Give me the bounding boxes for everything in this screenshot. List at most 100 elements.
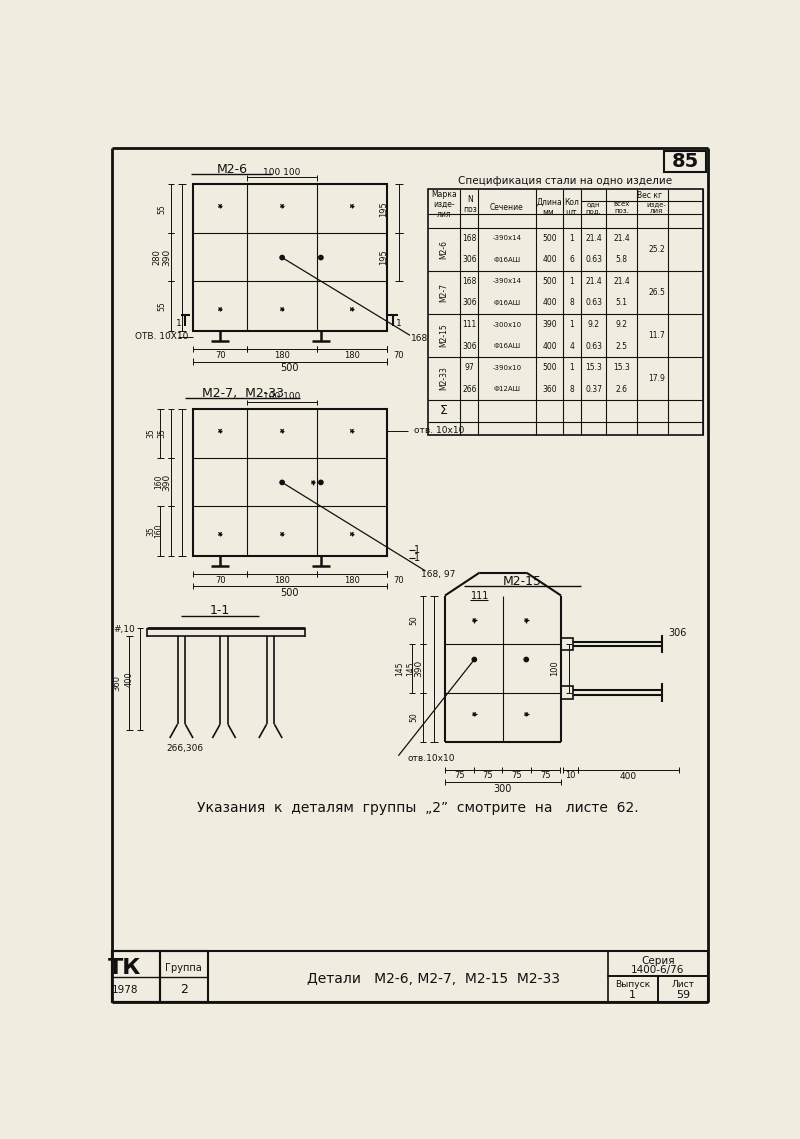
Text: 111: 111: [462, 320, 477, 329]
Text: М2-7: М2-7: [440, 282, 449, 302]
Text: Спецификация стали на одно изделие: Спецификация стали на одно изделие: [458, 177, 672, 187]
Text: 6: 6: [570, 255, 574, 264]
Text: 75: 75: [540, 771, 550, 780]
Text: Выпуск: Выпуск: [615, 980, 650, 989]
Text: Ф16АШ: Ф16АШ: [494, 257, 521, 263]
Text: 400: 400: [620, 771, 637, 780]
Bar: [428, 189, 703, 435]
Text: 168: 168: [462, 277, 477, 286]
Text: одн
под.: одн под.: [586, 200, 602, 214]
Text: 390: 390: [162, 249, 171, 267]
Text: изде-
лия: изде- лия: [646, 200, 666, 214]
Text: 100: 100: [550, 661, 559, 677]
Circle shape: [524, 657, 529, 662]
Text: 195: 195: [379, 249, 388, 265]
Text: 145: 145: [395, 661, 405, 675]
Text: 4: 4: [570, 342, 574, 351]
Text: 1: 1: [396, 319, 402, 328]
Text: 306: 306: [462, 342, 477, 351]
Text: 21.4: 21.4: [586, 233, 602, 243]
Text: 280: 280: [153, 249, 162, 265]
Text: 306: 306: [462, 298, 477, 308]
Text: Детали   М2-6, М2-7,  М2-15  М2-33: Детали М2-6, М2-7, М2-15 М2-33: [306, 972, 560, 986]
Text: 35: 35: [158, 428, 166, 439]
Text: 0.63: 0.63: [585, 342, 602, 351]
Text: 390: 390: [414, 661, 423, 678]
Text: 35: 35: [146, 526, 156, 535]
Text: 5.8: 5.8: [615, 255, 627, 264]
Text: 160: 160: [154, 475, 163, 490]
Text: 195: 195: [379, 200, 388, 216]
Text: Серия: Серия: [641, 956, 675, 966]
Circle shape: [318, 255, 323, 260]
Circle shape: [280, 481, 284, 484]
Text: 1: 1: [570, 363, 574, 372]
Text: 75: 75: [482, 771, 493, 780]
Text: 1978: 1978: [111, 985, 138, 994]
Bar: [608, 976, 658, 1002]
Text: М2-33: М2-33: [440, 367, 449, 391]
Bar: [658, 976, 708, 1002]
Text: 9.2: 9.2: [615, 320, 627, 329]
Text: Σ: Σ: [440, 404, 448, 417]
Text: -390х14: -390х14: [492, 278, 522, 285]
Text: 266,306: 266,306: [166, 744, 204, 753]
Text: -390х14: -390х14: [492, 236, 522, 241]
Text: #,10: #,10: [113, 625, 135, 634]
Text: 180: 180: [274, 351, 290, 360]
Text: 70: 70: [393, 575, 404, 584]
Text: 5.1: 5.1: [615, 298, 627, 308]
Text: 75: 75: [511, 771, 522, 780]
Text: 97: 97: [465, 363, 474, 372]
Bar: [193, 409, 386, 556]
Text: отв.10х10: отв.10х10: [407, 754, 454, 763]
Text: 1: 1: [629, 990, 636, 1000]
Bar: [561, 687, 573, 699]
Text: 1-1: 1-1: [210, 605, 230, 617]
Text: 50: 50: [410, 615, 418, 624]
Bar: [664, 150, 706, 172]
Text: Ф12АШ: Ф12АШ: [494, 386, 520, 392]
Text: 15.3: 15.3: [613, 363, 630, 372]
Text: 85: 85: [671, 151, 698, 171]
Text: 17.9: 17.9: [648, 374, 665, 383]
Text: 400: 400: [542, 255, 557, 264]
Circle shape: [280, 255, 284, 260]
Text: 300: 300: [494, 784, 512, 794]
Text: 2.6: 2.6: [615, 385, 627, 394]
Text: 168: 168: [462, 233, 477, 243]
Text: 1: 1: [570, 277, 574, 286]
Text: 9.2: 9.2: [588, 320, 600, 329]
Text: 75: 75: [454, 771, 465, 780]
Text: 111: 111: [470, 591, 489, 600]
Text: 1: 1: [570, 233, 574, 243]
Text: 360: 360: [113, 675, 122, 691]
Text: 8: 8: [570, 298, 574, 308]
Text: всех
поз.: всех поз.: [614, 200, 630, 214]
Text: 0.63: 0.63: [585, 255, 602, 264]
Text: 500: 500: [542, 277, 557, 286]
Text: 400: 400: [542, 298, 557, 308]
Text: 180: 180: [344, 575, 360, 584]
Text: 21.4: 21.4: [586, 277, 602, 286]
Text: Длина
мм.: Длина мм.: [537, 198, 562, 218]
Text: Группа: Группа: [166, 964, 202, 974]
Text: 168: 168: [410, 334, 428, 343]
Text: 180: 180: [344, 351, 360, 360]
Text: 2.5: 2.5: [615, 342, 627, 351]
Text: 1: 1: [414, 552, 420, 563]
Text: 1: 1: [176, 319, 182, 328]
Text: 11.7: 11.7: [648, 330, 665, 339]
Circle shape: [472, 657, 477, 662]
Text: 390: 390: [542, 320, 557, 329]
Text: 1400-6/76: 1400-6/76: [631, 965, 685, 975]
Text: 55: 55: [158, 204, 166, 213]
Text: 306: 306: [668, 628, 686, 638]
Bar: [608, 951, 708, 976]
Text: ТК: ТК: [108, 958, 142, 978]
Text: 168, 97: 168, 97: [421, 570, 455, 579]
Text: 0.63: 0.63: [585, 298, 602, 308]
Text: Кол
шт.: Кол шт.: [565, 198, 579, 218]
Text: ОТВ. 10Х10: ОТВ. 10Х10: [135, 333, 188, 342]
Text: 145: 145: [406, 661, 415, 675]
